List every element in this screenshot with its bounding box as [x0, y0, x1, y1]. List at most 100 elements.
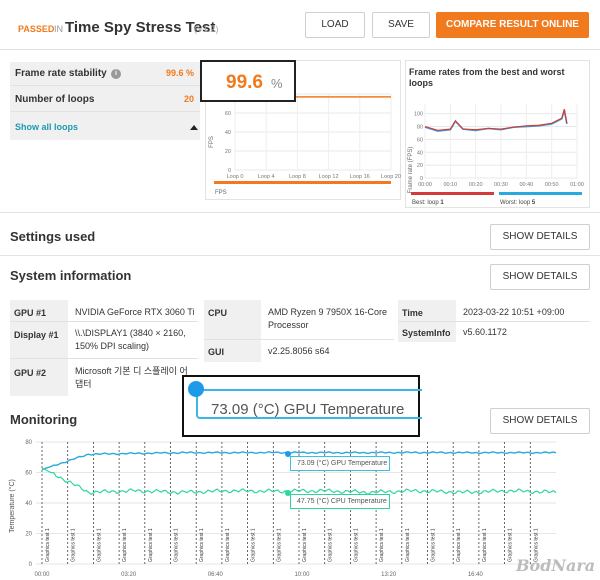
gpu-temperature-line [41, 450, 557, 471]
y-tick-label: 100 [414, 112, 423, 118]
gui-value: v2.25.8056 s64 [268, 346, 330, 356]
x-tick-label: Loop 20 [381, 174, 401, 180]
x-tick-label: Loop 4 [258, 174, 275, 180]
show-all-loops-toggle[interactable]: Show all loops [10, 114, 200, 140]
display1-value: \\.\DISPLAY1 (3840 × 2160, 150% DPI scal… [75, 328, 186, 351]
y-tick-label: 20 [417, 163, 423, 169]
cpu-temperature-line [41, 467, 557, 496]
x-tick-label: 00:40 [519, 182, 533, 188]
gpu-temperature-callout: 73.09 (°C) GPU Temperature [182, 375, 422, 437]
x-tick-label: Loop 0 [227, 174, 244, 180]
y-tick-label: 20 [25, 532, 32, 538]
loop-marker-label: Graphics test 1 [45, 528, 51, 562]
caret-up-icon[interactable] [190, 125, 198, 130]
loop-marker-label: Graphics test 1 [148, 528, 154, 562]
number-of-loops-label: Number of loops [15, 94, 95, 105]
systeminfo-value: v5.60.1172 [463, 327, 507, 337]
number-of-loops-row: Number of loops 20 [10, 88, 200, 112]
loop-marker-label: Graphics test 1 [482, 528, 488, 562]
x-tick-label: 03:20 [121, 572, 137, 578]
settings-show-details-button[interactable]: SHOW DETAILS [490, 224, 590, 250]
x-tick-label: 00:10 [443, 182, 457, 188]
best-worst-panel: Frame rates from the best and worst loop… [405, 60, 590, 208]
x-tick-label: 01:00 [570, 182, 584, 188]
y-tick-label: 40 [225, 130, 231, 136]
status-in-label: IN [54, 24, 63, 34]
loop-marker-label: Graphics test 1 [533, 528, 539, 562]
loop-marker-label: Graphics test 1 [122, 528, 128, 562]
monitoring-ylabel: Temperature (°C) [8, 479, 16, 533]
system-col2-labels [204, 300, 261, 362]
y-tick-label: 0 [29, 562, 33, 568]
settings-used-title: Settings used [10, 229, 96, 244]
worst-legend-loop: 5 [532, 200, 536, 206]
divider [0, 212, 600, 213]
worst-legend-swatch [499, 192, 582, 195]
loop-marker-label: Graphics test 1 [199, 528, 205, 562]
frame-rate-stability-label: Frame rate stability [15, 68, 107, 79]
gpu1-value: NVIDIA GeForce RTX 3060 Ti [75, 307, 195, 317]
stability-callout: 99.6 % [200, 60, 296, 102]
compare-result-online-button[interactable]: COMPARE RESULT ONLINE [436, 12, 589, 38]
system-show-details-button[interactable]: SHOW DETAILS [490, 264, 590, 290]
y-tick-label: 0 [228, 168, 231, 174]
best-worst-chart: 100 80 60 40 20 000:00 00:10 00:20 00:30 00:40 00:… [408, 104, 584, 206]
gpu-hover-dot [285, 451, 291, 457]
loop-marker-label: Graphics test 1 [456, 528, 462, 562]
y-tick-label: 60 [225, 111, 231, 117]
cpu-value: AMD Ryzen 9 7950X 16-Core Processor [268, 307, 388, 330]
y-tick-label: 20 [225, 149, 231, 155]
x-tick-label: 00:20 [469, 182, 483, 188]
x-tick-label: 13:20 [381, 572, 397, 578]
x-tick-label: Loop 16 [350, 174, 370, 180]
divider [398, 321, 590, 322]
x-tick-label: 10:00 [294, 572, 310, 578]
y-tick-label: 40 [25, 501, 32, 507]
gpu2-label: GPU #2 [14, 368, 47, 378]
gpu-temperature-callout-text: 73.09 (°C) GPU Temperature [211, 401, 405, 418]
loop-marker-label: Graphics test 1 [353, 528, 359, 562]
monitoring-title: Monitoring [10, 412, 78, 427]
gpu-temp-tooltip: 73.09 (°C) GPU Temperature [290, 456, 390, 471]
save-button[interactable]: SAVE [372, 12, 430, 38]
system-col1-labels [10, 300, 68, 396]
y-tick-label: 80 [417, 125, 423, 131]
y-tick-label: 0 [420, 176, 423, 182]
monitoring-chart: Graphics test 1 Graphics test 1 Graphics t… [8, 440, 557, 578]
info-icon[interactable]: i [111, 69, 121, 79]
watermark-logo: BodNara [516, 556, 596, 575]
best-legend-swatch [411, 192, 494, 195]
best-legend-loop: 1 [440, 200, 444, 206]
version-label: (V1.2) [194, 24, 219, 34]
header-bar: PASSED IN Time Spy Stress Test (V1.2) LO… [0, 0, 600, 50]
best-worst-ylabel: Frame rate (FPS) [408, 147, 414, 194]
x-tick-label: 00:00 [418, 182, 432, 188]
show-all-loops-link[interactable]: Show all loops [15, 122, 79, 132]
load-button[interactable]: LOAD [305, 12, 365, 38]
x-tick-label: 06:40 [208, 572, 224, 578]
worst-legend-text: Worst: loop 5 [500, 200, 536, 206]
loop-marker-label: Graphics test 1 [328, 528, 334, 562]
divider [10, 321, 198, 322]
loop-marker-label: Graphics test 1 [379, 528, 385, 562]
stats-panel [10, 62, 200, 140]
gpu-series-dot [188, 381, 204, 397]
gui-label: GUI [208, 347, 225, 357]
cpu-hover-dot [285, 490, 291, 496]
gpu2-value: Microsoft 기본 디 스플레이 어댑터 [75, 366, 188, 389]
cpu-label: CPU [208, 308, 228, 318]
y-tick-label: 80 [25, 440, 32, 446]
y-tick-label: 40 [417, 150, 423, 156]
stability-callout-value: 99.6 [226, 72, 263, 93]
best-legend-label: Best: loop [412, 200, 439, 206]
gpu-temperature-callout-box [196, 389, 422, 419]
monitoring-show-details-button[interactable]: SHOW DETAILS [490, 408, 590, 434]
x-tick-label: Loop 12 [319, 174, 339, 180]
divider [204, 339, 394, 340]
x-tick-label: Loop 8 [289, 174, 306, 180]
x-tick-label: 00:30 [494, 182, 508, 188]
x-tick-label: 00:50 [545, 182, 559, 188]
best-loop-line [424, 108, 568, 131]
fps-legend-swatch [214, 181, 391, 184]
loop-marker-label: Graphics test 1 [302, 528, 308, 562]
